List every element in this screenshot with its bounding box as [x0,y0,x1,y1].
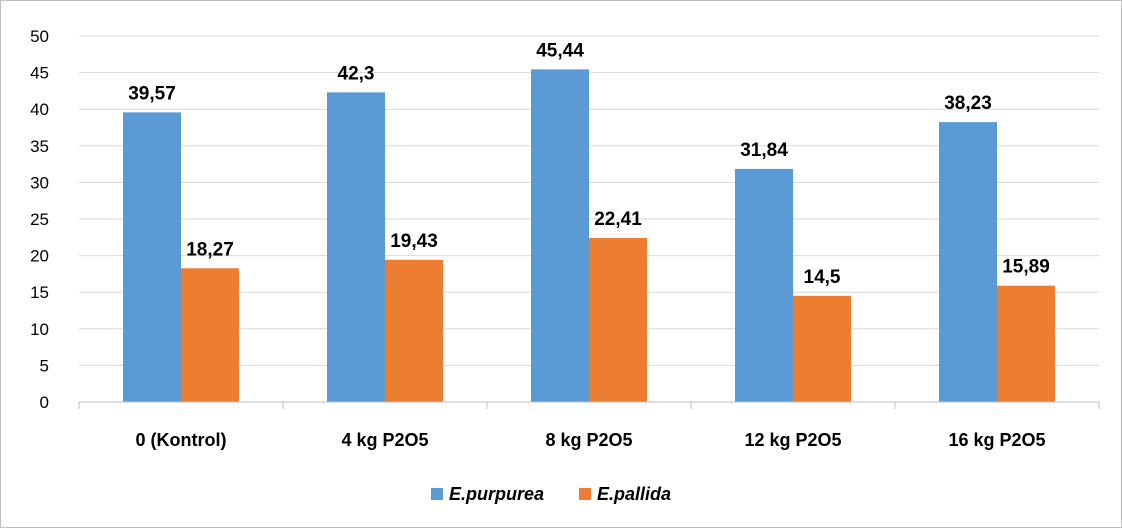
y-tick-label: 5 [40,356,49,375]
y-tick-label: 45 [30,64,49,83]
y-tick-label: 20 [30,247,49,266]
bar-pallida [385,259,443,402]
legend-swatch [579,488,591,500]
y-axis-ticks: 0 5 10 15 20 25 30 35 40 45 50 [30,27,49,412]
y-tick-label: 15 [30,283,49,302]
bar-purpurea [939,122,997,402]
y-tick-label: 50 [30,27,49,46]
y-tick-label: 0 [40,393,49,412]
data-label: 45,44 [536,40,584,61]
x-category-label: 8 kg P2O5 [545,430,632,450]
data-label: 15,89 [1002,257,1050,278]
data-label: 31,84 [740,140,788,161]
y-tick-label: 30 [30,173,49,192]
x-category-label: 4 kg P2O5 [341,430,428,450]
bar-purpurea [327,92,385,402]
legend-label: E.pallida [597,484,671,504]
y-tick-label: 25 [30,210,49,229]
bar-purpurea [531,69,589,402]
data-label: 38,23 [944,93,992,114]
data-label: 39,57 [128,83,176,104]
y-tick-label: 40 [30,100,49,119]
y-tick-label: 35 [30,137,49,156]
data-label: 42,3 [338,63,375,84]
x-axis-categories: 0 (Kontrol) 4 kg P2O5 8 kg P2O5 12 kg P2O5 1… [136,430,1046,450]
data-label: 14,5 [804,267,841,288]
bar-pallida [181,268,239,402]
data-label: 18,27 [186,239,234,260]
legend-swatch [431,488,443,500]
data-label: 22,41 [594,209,642,230]
legend[interactable]: E.purpurea E.pallida [431,484,671,504]
bar-purpurea [735,168,793,402]
x-category-label: 0 (Kontrol) [136,430,227,450]
x-category-label: 16 kg P2O5 [948,430,1045,450]
bar-purpurea [123,112,181,403]
x-category-label: 12 kg P2O5 [744,430,841,450]
x-axis [78,401,1100,409]
legend-label: E.purpurea [449,484,544,504]
data-labels: 39,57 18,27 42,3 19,43 45,44 22,41 31,84 14,5 38… [128,40,1050,287]
bar-pallida [997,285,1055,402]
y-tick-label: 10 [30,320,49,339]
data-label: 19,43 [390,231,438,252]
bar-pallida [589,237,647,402]
bar-pallida [793,295,851,402]
bars [123,69,1055,403]
